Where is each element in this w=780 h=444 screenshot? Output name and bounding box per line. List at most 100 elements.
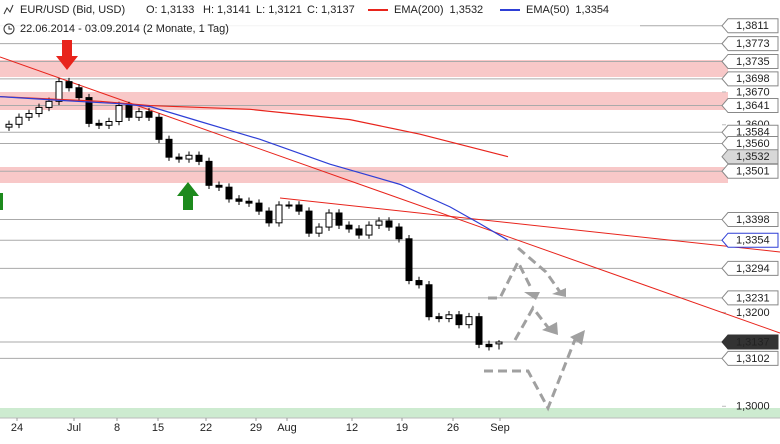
x-tick-label: 8 [114, 422, 120, 434]
y-tick-label: 1,3137 [736, 336, 770, 348]
y-tick-label: 1,3698 [736, 73, 770, 85]
candle-body [85, 97, 93, 124]
candle-body [405, 238, 413, 282]
candle-body [245, 200, 253, 204]
candle-body [195, 154, 203, 162]
candle-body [385, 220, 393, 228]
candle-body [285, 204, 293, 207]
grid [0, 25, 726, 407]
candle-body [115, 105, 123, 123]
price-tag [721, 98, 779, 114]
low: L: 1,3121 [256, 4, 302, 16]
chart-icon [3, 4, 14, 15]
arrow-head [524, 292, 540, 300]
candle-body [475, 316, 483, 345]
candle-body [485, 343, 493, 348]
scenario-path [513, 305, 552, 341]
x-tick-label: 26 [447, 422, 459, 434]
price-tag [721, 71, 779, 87]
y-tick-label: 1,3811 [736, 20, 769, 32]
price-tag [721, 290, 779, 306]
x-tick-label: 29 [250, 422, 262, 434]
candle-body [135, 111, 143, 118]
price-tag [721, 53, 779, 69]
candle-body [185, 154, 193, 160]
candle-body [25, 113, 33, 118]
candle-body [225, 186, 233, 200]
candle-body [355, 228, 363, 236]
clock-hands [8, 26, 12, 30]
legend-value: 1,3532 [450, 4, 484, 16]
legend-label: EMA(50) [526, 4, 569, 16]
candle-body [215, 184, 223, 188]
legend-label: EMA(200) [394, 4, 444, 16]
candle-body [5, 123, 13, 128]
y-tick-label: 1,3294 [736, 263, 770, 275]
x-tick-label: Sep [490, 422, 510, 434]
candle-body [75, 87, 83, 99]
candle-body [345, 224, 353, 230]
price-tag [721, 36, 779, 52]
candle-body [175, 156, 183, 160]
scenario-path [488, 258, 534, 300]
trend-line [0, 56, 780, 334]
resistance-zone [0, 92, 728, 110]
scenario-path [484, 336, 578, 412]
high: H: 1,3141 [203, 4, 251, 16]
y-tick-label: 1,3231 [736, 292, 770, 304]
candle-body [125, 105, 133, 118]
trend-line [279, 197, 780, 253]
candle-body [45, 100, 53, 108]
y-tick-label: 1,3735 [736, 56, 770, 68]
scenario-path [517, 246, 562, 293]
arrow-head [570, 330, 585, 345]
resistance-zone [0, 60, 728, 77]
candle-body [395, 226, 403, 240]
legend: EMA(200) 1,3532 EMA(50) 1,3354 [368, 4, 609, 16]
y-tick-label: 1,3532 [736, 151, 770, 163]
y-tick-label: 1,3641 [736, 100, 770, 112]
y-axis: 1,38111,37731,37351,36981,36701,36411,36… [721, 18, 779, 413]
price-tag [721, 18, 779, 34]
y-tick-label: 1,3560 [736, 138, 770, 150]
y-tick-label: 1,3584 [736, 127, 770, 139]
clock-icon [3, 23, 15, 35]
candle-body [315, 226, 323, 234]
arrow-head [552, 288, 566, 297]
ema-line [0, 96, 509, 158]
symbol: EUR/USD (Bid, USD) [20, 4, 125, 16]
candle-body [415, 280, 423, 286]
y-tick-label: 1,3398 [736, 214, 770, 226]
arrow-head [542, 322, 558, 335]
header-band [0, 0, 640, 38]
candle-body [335, 212, 343, 226]
candle-body [15, 116, 23, 125]
price-tag [721, 232, 779, 248]
candle-body [35, 106, 43, 115]
candle-body [435, 316, 443, 320]
candle-body [155, 116, 163, 140]
price-tag [721, 136, 779, 152]
price-tag [721, 350, 779, 366]
x-tick-label: 24 [11, 422, 23, 434]
candle-body [165, 138, 173, 158]
x-tick-label: Aug [277, 422, 297, 434]
ema-line [0, 96, 509, 241]
candle-body [425, 284, 433, 318]
y-tick-label: 1,3773 [736, 38, 770, 50]
candle-body [375, 220, 383, 226]
candle-body [265, 210, 273, 224]
resistance-zone [0, 167, 728, 183]
price-tag [721, 334, 779, 350]
candle-body [445, 314, 453, 320]
candle-body [295, 204, 303, 212]
candle-body [235, 198, 243, 202]
candle-body [455, 314, 463, 326]
candle-body [65, 81, 73, 89]
x-tick-label: 19 [396, 422, 408, 434]
y-tick-label: 1,3670 [736, 86, 770, 98]
sell-signal-arrow [56, 40, 78, 70]
date-range: 22.06.2014 - 03.09.2014 (2 Monate, 1 Tag… [20, 23, 229, 35]
candle-body [275, 204, 283, 224]
